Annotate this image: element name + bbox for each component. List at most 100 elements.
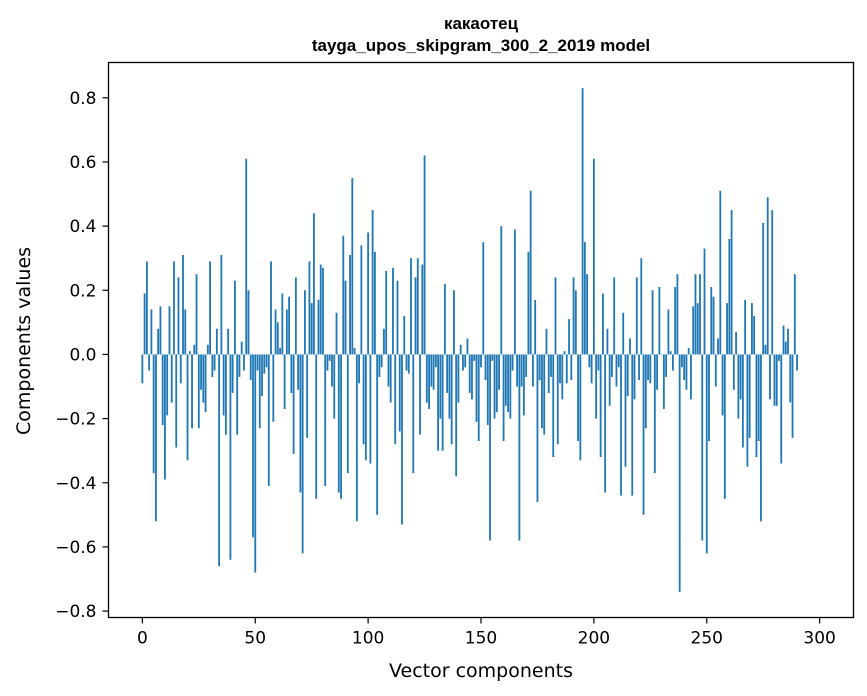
bar-component-22 [191, 354, 193, 429]
bar-component-14 [173, 261, 175, 355]
bar-component-76 [313, 213, 315, 355]
y-axis-label: Components values [13, 247, 35, 435]
bar-component-154 [489, 354, 491, 541]
bar-component-10 [164, 354, 166, 480]
bar-component-268 [746, 354, 749, 467]
y-tick-label: 0.4 [69, 217, 96, 237]
bar-component-66 [290, 354, 293, 393]
bar-component-58 [272, 354, 275, 422]
bar-component-139 [455, 354, 458, 477]
bar-component-126 [425, 354, 428, 403]
bar-component-167 [518, 354, 521, 541]
bar-component-104 [376, 354, 379, 515]
bar-component-168 [520, 354, 523, 387]
bar-component-249 [703, 248, 706, 355]
bar-component-243 [690, 354, 692, 400]
bar-component-151 [482, 242, 485, 355]
bar-component-143 [464, 354, 467, 368]
bar-component-186 [561, 354, 564, 400]
bar-component-85 [333, 354, 336, 419]
bar-component-80 [322, 267, 324, 355]
bar-component-200 [592, 158, 595, 355]
y-tick-label: 0.2 [69, 281, 96, 301]
bar-component-134 [443, 283, 446, 355]
bar-component-37 [224, 354, 227, 435]
bar-component-202 [597, 354, 600, 371]
bar-component-166 [516, 354, 519, 387]
bar-component-206 [606, 328, 609, 355]
bar-component-205 [604, 354, 607, 493]
bar-component-64 [285, 309, 288, 355]
bar-component-88 [340, 354, 342, 499]
bar-component-102 [371, 210, 374, 355]
bar-component-79 [319, 264, 322, 355]
bar-component-179 [545, 328, 548, 355]
bar-component-42 [236, 354, 239, 435]
bar-component-116 [403, 315, 406, 355]
x-tick-label: 100 [352, 629, 384, 649]
bar-component-124 [421, 264, 424, 355]
bar-component-101 [369, 354, 372, 464]
bar-component-156 [493, 354, 496, 419]
bar-component-209 [613, 277, 616, 355]
bar-component-107 [383, 328, 385, 355]
y-tick-label: 0.6 [69, 153, 96, 173]
bar-component-191 [572, 277, 575, 355]
bar-component-171 [527, 251, 530, 355]
bar-component-8 [159, 306, 162, 355]
bar-component-33 [215, 328, 218, 355]
bar-component-262 [732, 354, 735, 390]
bar-component-100 [367, 232, 370, 355]
x-axis-label: Vector components [389, 660, 573, 682]
bar-component-130 [434, 354, 437, 368]
bar-component-46 [245, 158, 248, 355]
bar-component-138 [453, 290, 455, 355]
bar-component-43 [238, 354, 241, 377]
bar-component-51 [256, 354, 259, 371]
bar-component-23 [193, 344, 196, 355]
bar-component-91 [346, 354, 349, 474]
bar-component-73 [306, 354, 309, 438]
y-tick-label: −0.6 [55, 538, 96, 558]
bar-component-7 [157, 328, 160, 355]
bar-component-227 [653, 354, 656, 474]
bar-component-114 [398, 354, 401, 432]
bar-component-199 [590, 354, 593, 384]
bar-component-60 [276, 322, 279, 355]
y-axis-ticks: −0.8 −0.6 −0.4 −0.2 0.0 0.2 0.4 0.6 0.8 [55, 89, 109, 622]
bar-component-215 [626, 354, 629, 397]
bar-component-161 [504, 354, 507, 406]
bar-component-274 [760, 354, 762, 522]
bar-component-153 [486, 354, 489, 426]
bar-component-184 [556, 354, 559, 445]
bar-component-82 [326, 354, 329, 371]
bar-component-26 [200, 354, 202, 390]
bar-component-28 [204, 354, 207, 413]
bar-component-220 [638, 354, 640, 381]
bar-component-18 [182, 254, 184, 355]
bar-component-108 [385, 271, 388, 355]
bar-component-198 [588, 354, 591, 368]
bar-component-221 [640, 258, 643, 355]
bar-component-19 [184, 309, 187, 355]
bar-component-195 [581, 88, 584, 355]
bar-component-196 [583, 242, 586, 355]
bar-component-27 [202, 354, 205, 403]
bar-component-259 [726, 303, 728, 355]
bar-component-113 [396, 280, 399, 355]
bar-component-121 [414, 277, 417, 355]
bar-component-164 [511, 354, 514, 371]
bar-component-35 [220, 254, 223, 355]
bar-component-120 [412, 354, 415, 474]
bar-component-258 [723, 354, 726, 499]
bar-component-150 [480, 354, 482, 368]
bar-component-147 [473, 354, 476, 361]
bar-component-123 [419, 354, 421, 435]
bar-component-95 [355, 354, 358, 522]
bar-component-56 [267, 354, 270, 486]
bar-component-182 [552, 354, 555, 458]
bar-component-247 [699, 274, 701, 355]
bar-component-232 [665, 354, 668, 377]
bar-component-137 [450, 354, 453, 445]
